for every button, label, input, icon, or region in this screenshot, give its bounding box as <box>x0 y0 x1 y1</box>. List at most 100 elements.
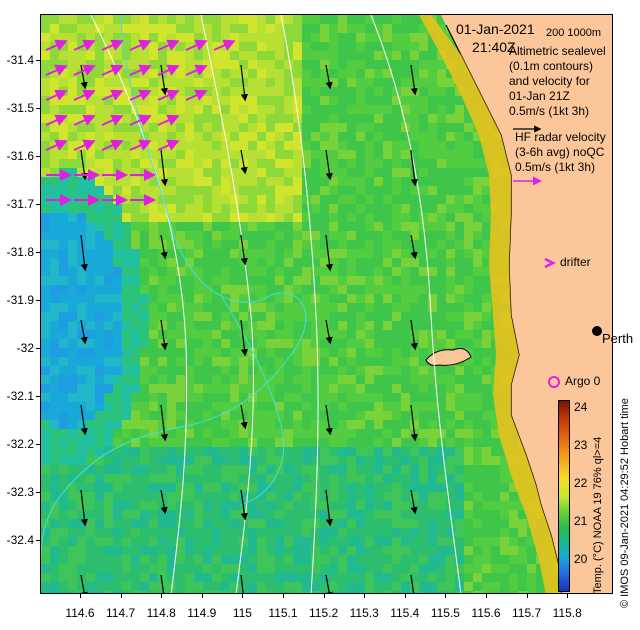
sst-pixel <box>284 78 293 87</box>
sst-pixel <box>86 375 95 384</box>
sst-pixel <box>41 249 50 258</box>
sst-pixel <box>428 42 437 51</box>
sst-pixel <box>527 591 536 593</box>
sst-pixel <box>410 573 419 582</box>
y-tick-label: -31.8 <box>6 245 34 259</box>
sst-pixel <box>131 591 140 593</box>
sst-pixel <box>68 528 77 537</box>
sst-pixel <box>383 321 392 330</box>
y-tick-label: -31.4 <box>6 53 34 67</box>
sst-pixel <box>59 330 68 339</box>
sst-pixel <box>113 420 122 429</box>
sst-pixel <box>437 321 446 330</box>
sst-pixel <box>257 582 266 591</box>
sst-pixel <box>365 582 374 591</box>
sst-pixel <box>428 456 437 465</box>
sst-pixel <box>482 501 491 510</box>
sst-pixel <box>410 402 419 411</box>
sst-pixel <box>410 132 419 141</box>
sst-pixel <box>455 420 464 429</box>
sst-pixel <box>320 330 329 339</box>
sst-pixel <box>374 294 383 303</box>
sst-pixel <box>455 330 464 339</box>
sst-pixel <box>140 573 149 582</box>
sst-pixel <box>446 231 455 240</box>
sst-pixel <box>356 51 365 60</box>
sst-pixel <box>410 222 419 231</box>
sst-pixel <box>446 438 455 447</box>
sst-pixel <box>221 573 230 582</box>
sst-pixel <box>410 366 419 375</box>
sst-pixel <box>158 105 167 114</box>
sst-pixel <box>419 267 428 276</box>
sst-pixel <box>230 474 239 483</box>
sst-pixel <box>59 393 68 402</box>
sst-pixel <box>392 69 401 78</box>
sst-pixel <box>482 582 491 591</box>
sst-pixel <box>446 465 455 474</box>
sst-pixel <box>473 537 482 546</box>
sst-pixel <box>419 537 428 546</box>
sst-pixel <box>86 96 95 105</box>
sst-pixel <box>113 546 122 555</box>
sst-pixel <box>428 87 437 96</box>
sst-pixel <box>320 312 329 321</box>
sst-pixel <box>68 24 77 33</box>
sst-pixel <box>446 519 455 528</box>
sst-pixel <box>383 159 392 168</box>
sst-pixel <box>392 402 401 411</box>
sst-pixel <box>185 375 194 384</box>
x-tick <box>120 594 122 598</box>
sst-pixel <box>212 537 221 546</box>
sst-pixel <box>203 141 212 150</box>
sst-pixel <box>221 438 230 447</box>
sst-pixel <box>212 204 221 213</box>
sst-pixel <box>455 276 464 285</box>
sst-pixel <box>230 501 239 510</box>
sst-pixel <box>50 132 59 141</box>
sst-pixel <box>131 96 140 105</box>
sst-pixel <box>203 33 212 42</box>
sst-pixel <box>185 285 194 294</box>
sst-pixel <box>239 195 248 204</box>
sst-pixel <box>365 465 374 474</box>
sst-pixel <box>410 492 419 501</box>
sst-pixel <box>221 582 230 591</box>
sst-pixel <box>86 267 95 276</box>
sst-pixel <box>428 546 437 555</box>
sst-pixel <box>428 483 437 492</box>
sst-pixel <box>338 402 347 411</box>
sst-pixel <box>41 150 50 159</box>
sst-pixel <box>311 447 320 456</box>
sst-pixel <box>104 213 113 222</box>
sst-pixel <box>383 231 392 240</box>
sst-pixel <box>185 537 194 546</box>
sst-pixel <box>158 474 167 483</box>
sst-pixel <box>374 501 383 510</box>
sst-pixel <box>338 537 347 546</box>
velocity-arrow <box>240 319 249 357</box>
sst-pixel <box>410 582 419 591</box>
perth-label: Perth <box>602 331 634 346</box>
sst-pixel <box>383 312 392 321</box>
sst-pixel <box>41 573 50 582</box>
sst-pixel <box>410 267 419 276</box>
sst-pixel <box>284 15 293 24</box>
sst-pixel <box>257 240 266 249</box>
sst-pixel <box>320 78 329 87</box>
sst-pixel <box>446 366 455 375</box>
sst-pixel <box>176 555 185 564</box>
sst-pixel <box>293 195 302 204</box>
sst-pixel <box>257 357 266 366</box>
sst-pixel <box>230 537 239 546</box>
sst-pixel <box>77 33 86 42</box>
sst-pixel <box>239 456 248 465</box>
sst-pixel <box>77 474 86 483</box>
sst-pixel <box>122 24 131 33</box>
sst-pixel <box>284 87 293 96</box>
sst-pixel <box>410 141 419 150</box>
sst-pixel <box>446 591 455 593</box>
sst-pixel <box>392 510 401 519</box>
sst-pixel <box>437 456 446 465</box>
sst-pixel <box>455 501 464 510</box>
